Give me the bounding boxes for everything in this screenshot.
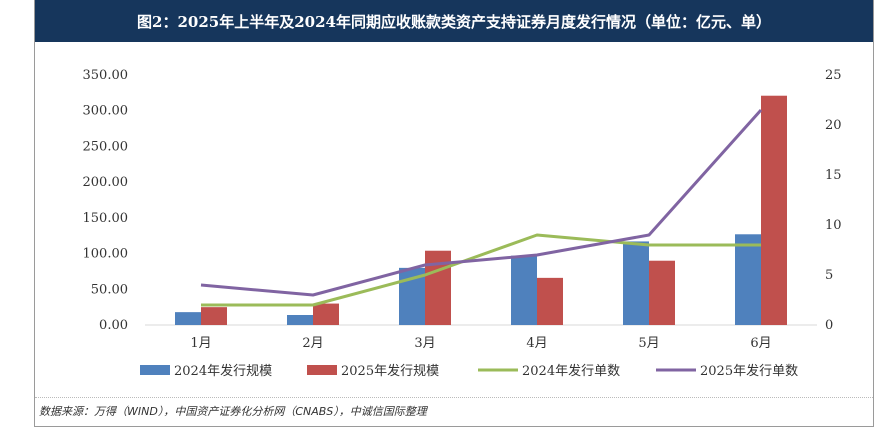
y-left-tick-label: 50.00 <box>91 282 128 297</box>
bar-2024 <box>735 234 761 325</box>
y-left-tick-label: 0.00 <box>99 318 128 333</box>
y-left-tick-label: 350.00 <box>83 68 129 83</box>
y-left-tick-label: 200.00 <box>83 175 129 190</box>
separator <box>35 397 873 398</box>
bar-2025 <box>201 307 227 325</box>
bar-2025 <box>537 277 563 325</box>
x-tick-label: 4月 <box>526 336 547 351</box>
x-tick-label: 2月 <box>302 336 323 351</box>
bar-2025 <box>313 303 339 325</box>
y-right-tick-label: 15 <box>825 168 842 183</box>
y-left-tick-label: 150.00 <box>83 211 129 226</box>
line-series-2025 <box>200 108 763 297</box>
data-source: 数据来源：万得（WIND），中国资产证券化分析网（CNABS），中诚信国际整理 <box>39 405 427 418</box>
y-left-tick-label: 300.00 <box>83 104 129 119</box>
legend-label: 2024年发行规模 <box>174 363 272 379</box>
x-tick-label: 3月 <box>414 336 435 351</box>
y-right-tick-label: 25 <box>825 68 842 83</box>
legend-swatch <box>140 365 170 375</box>
y-left-tick-label: 100.00 <box>83 247 129 262</box>
legend-swatch <box>307 365 337 375</box>
y-right-tick-label: 5 <box>825 268 833 283</box>
legend-label: 2024年发行单数 <box>522 363 620 379</box>
y-right-tick-label: 20 <box>825 118 842 133</box>
bar-2025 <box>761 95 787 325</box>
x-tick-label: 1月 <box>190 336 211 351</box>
bar-2025 <box>649 260 675 325</box>
y-right-tick-label: 0 <box>825 318 833 333</box>
x-tick-label: 5月 <box>638 336 659 351</box>
legend-label: 2025年发行规模 <box>341 363 439 379</box>
bar-2024 <box>623 241 649 325</box>
bar-2024 <box>511 255 537 325</box>
chart-frame: 图2：2025年上半年及2024年同期应收账款类资产支持证券月度发行情况（单位：… <box>34 0 874 427</box>
chart-title: 图2：2025年上半年及2024年同期应收账款类资产支持证券月度发行情况（单位：… <box>35 0 873 42</box>
line-series-2024 <box>201 233 761 307</box>
y-left-tick-label: 250.00 <box>83 139 129 154</box>
bar-2024 <box>287 315 313 325</box>
y-right-tick-label: 10 <box>825 218 842 233</box>
x-tick-label: 6月 <box>750 336 771 351</box>
legend-label: 2025年发行单数 <box>700 363 798 379</box>
bar-2024 <box>175 312 201 325</box>
